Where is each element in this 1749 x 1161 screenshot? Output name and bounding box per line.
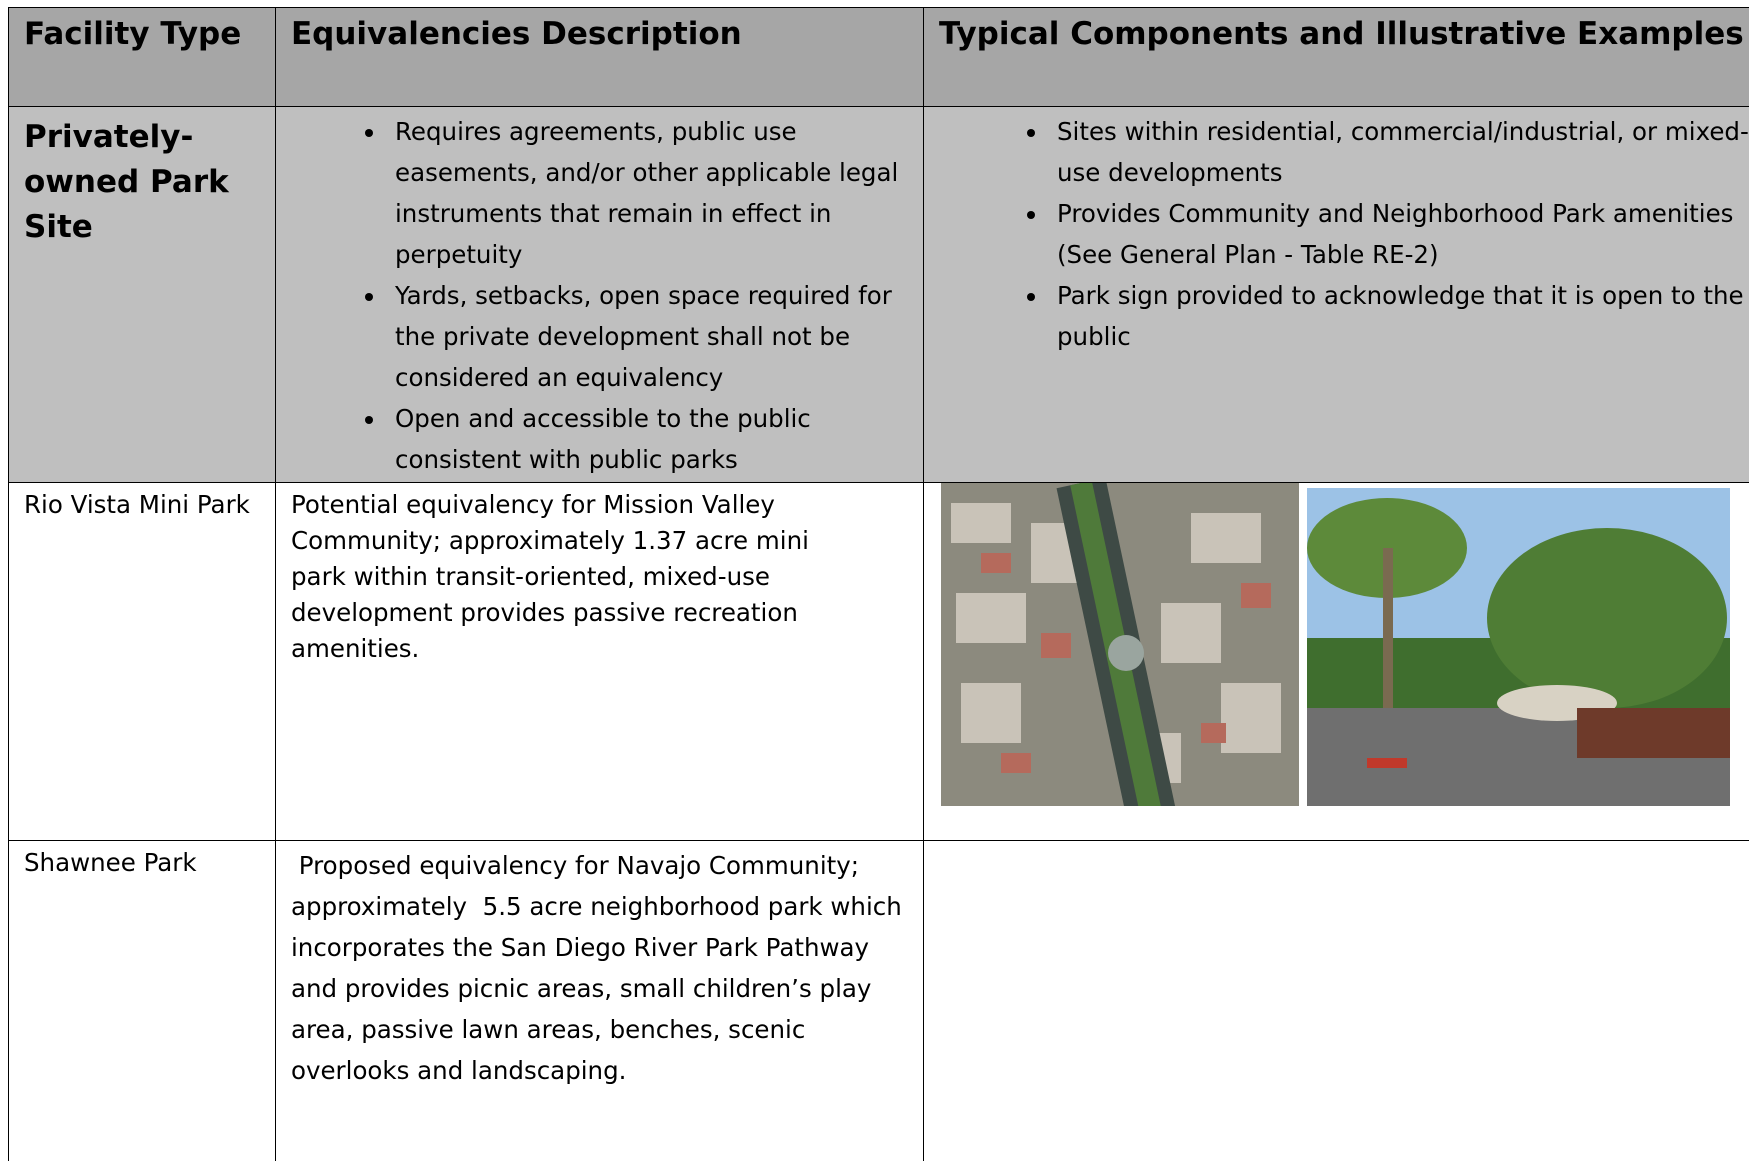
table-row: Shawnee Park Proposed equivalency for Na… <box>9 841 1749 1161</box>
equivalency-table: Facility Type Equivalencies Description … <box>8 7 1749 1161</box>
header-cell: Equivalencies Description <box>276 8 924 107</box>
facility-type: Privately-owned Park Site <box>9 107 276 483</box>
header-row: Facility Type Equivalencies Description … <box>9 8 1749 107</box>
components-cell <box>924 841 1749 1161</box>
bullet-list: Requires agreements, public use easement… <box>291 111 909 480</box>
header-cell: Typical Components and Illustrative Exam… <box>924 8 1749 107</box>
bullet-item: Requires agreements, public use easement… <box>387 111 909 275</box>
header-cell: Facility Type <box>9 8 276 107</box>
bullet-item: Sites within residential, commercial/ind… <box>1049 111 1749 193</box>
bullet-item: Provides Community and Neighborhood Park… <box>1049 193 1749 275</box>
facility-type: Shawnee Park <box>9 841 276 1161</box>
description-cell: Potential equivalency for Mission Valley… <box>276 483 924 841</box>
bullet-item: Open and accessible to the public consis… <box>387 398 909 480</box>
bullet-item: Yards, setbacks, open space required for… <box>387 275 909 398</box>
description-cell: Requires agreements, public use easement… <box>276 107 924 483</box>
image-cell <box>924 483 1749 841</box>
street-photo <box>1307 488 1730 806</box>
bullet-list: Sites within residential, commercial/ind… <box>939 111 1749 357</box>
table-row: Rio Vista Mini Park Potential equivalenc… <box>9 483 1749 841</box>
facility-type: Rio Vista Mini Park <box>9 483 276 841</box>
aerial-photo <box>941 483 1299 806</box>
bullet-item: Park sign provided to acknowledge that i… <box>1049 275 1749 357</box>
description-cell: Proposed equivalency for Navajo Communit… <box>276 841 924 1161</box>
components-cell: Sites within residential, commercial/ind… <box>924 107 1749 483</box>
table-row: Privately-owned Park Site Requires agree… <box>9 107 1749 483</box>
